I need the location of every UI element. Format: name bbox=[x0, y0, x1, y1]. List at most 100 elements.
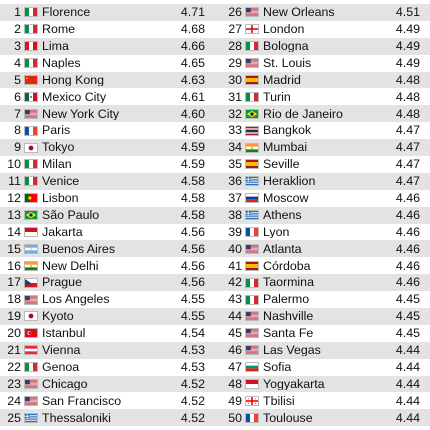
city-score: 4.52 bbox=[180, 393, 205, 408]
rank-number: 50 bbox=[228, 410, 242, 425]
rank-number: 16 bbox=[7, 258, 21, 273]
table-row: 39 Lyon 4.46 bbox=[215, 223, 430, 241]
table-row: 34 Mumbai 4.47 bbox=[215, 139, 430, 157]
city-score: 4.52 bbox=[180, 376, 205, 391]
brazil-flag-icon bbox=[245, 108, 259, 119]
brazil-flag-icon bbox=[24, 210, 38, 221]
table-row: 35 Seville 4.47 bbox=[215, 156, 430, 173]
city-score: 4.56 bbox=[180, 258, 205, 273]
city-score: 4.52 bbox=[180, 410, 205, 425]
table-row: 12 Lisbon 4.58 bbox=[0, 189, 215, 207]
table-row: 49 Tbilisi 4.44 bbox=[215, 392, 430, 410]
table-row: 6 Mexico City 4.61 bbox=[0, 88, 215, 106]
city-score: 4.54 bbox=[180, 326, 205, 341]
city-score: 4.65 bbox=[180, 55, 205, 70]
italy-flag-icon bbox=[245, 91, 259, 102]
rank-number: 34 bbox=[228, 140, 242, 155]
city-score: 4.68 bbox=[180, 22, 205, 37]
table-row: 42 Taormina 4.46 bbox=[215, 274, 430, 292]
table-row: 11 Venice 4.58 bbox=[0, 172, 215, 190]
india-flag-icon bbox=[24, 260, 38, 271]
city-name: Hong Kong bbox=[42, 73, 105, 87]
city-name: Nashville bbox=[263, 310, 314, 323]
city-name: San Francisco bbox=[42, 394, 122, 408]
table-row: 28 Bologna 4.49 bbox=[215, 37, 430, 55]
rank-number: 46 bbox=[228, 343, 242, 358]
table-row: 7 New York City 4.60 bbox=[0, 105, 215, 123]
city-score: 4.44 bbox=[395, 359, 420, 374]
table-row: 36 Heraklion 4.47 bbox=[215, 172, 430, 190]
city-name: Thessaloniki bbox=[42, 411, 111, 425]
table-row: 25 Thessaloniki 4.52 bbox=[0, 409, 215, 427]
czechia-flag-icon bbox=[24, 277, 38, 288]
rank-number: 4 bbox=[14, 55, 21, 70]
england-flag-icon bbox=[245, 24, 259, 35]
italy-flag-icon bbox=[245, 41, 259, 52]
rank-number: 14 bbox=[7, 224, 21, 239]
table-row: 16 New Delhi 4.56 bbox=[0, 257, 215, 275]
table-row: 18 Los Angeles 4.55 bbox=[0, 291, 215, 309]
city-name: Istanbul bbox=[42, 327, 86, 340]
city-name: Palermo bbox=[263, 293, 310, 306]
table-row: 3 Lima 4.66 bbox=[0, 37, 215, 55]
rank-number: 8 bbox=[14, 123, 21, 138]
austria-flag-icon bbox=[24, 345, 38, 356]
rank-number: 40 bbox=[228, 241, 242, 256]
turkey-flag-icon bbox=[24, 328, 38, 339]
rank-number: 30 bbox=[228, 72, 242, 87]
city-score: 4.49 bbox=[395, 22, 420, 37]
rank-number: 18 bbox=[7, 292, 21, 307]
rank-number: 48 bbox=[228, 376, 242, 391]
rank-number: 43 bbox=[228, 292, 242, 307]
city-name: Turin bbox=[263, 90, 291, 104]
rank-number: 32 bbox=[228, 106, 242, 121]
usa-flag-icon bbox=[245, 243, 259, 254]
ranking-column-right: 26 New Orleans 4.51 27 London 4.49 28 Bologna 4.… bbox=[215, 4, 430, 430]
rank-number: 47 bbox=[228, 359, 242, 374]
rank-number: 38 bbox=[228, 207, 242, 222]
rank-number: 36 bbox=[228, 174, 242, 189]
greece-flag-icon bbox=[245, 176, 259, 187]
table-row: 8 Paris 4.60 bbox=[0, 122, 215, 140]
rank-number: 17 bbox=[7, 275, 21, 290]
city-name: Toulouse bbox=[263, 411, 313, 425]
japan-flag-icon bbox=[24, 142, 38, 153]
table-row: 32 Rio de Janeiro 4.48 bbox=[215, 105, 430, 123]
table-row: 5 Hong Kong 4.63 bbox=[0, 71, 215, 89]
table-row: 30 Madrid 4.48 bbox=[215, 71, 430, 89]
city-score: 4.48 bbox=[395, 89, 420, 104]
table-row: 10 Milan 4.59 bbox=[0, 156, 215, 173]
city-name: Jakarta bbox=[42, 225, 83, 239]
city-score: 4.56 bbox=[180, 224, 205, 239]
city-name: Madrid bbox=[263, 73, 301, 87]
city-score: 4.48 bbox=[395, 106, 420, 121]
rank-number: 21 bbox=[7, 343, 21, 358]
table-row: 43 Palermo 4.45 bbox=[215, 291, 430, 309]
table-row: 27 London 4.49 bbox=[215, 20, 430, 38]
city-name: Rio de Janeiro bbox=[263, 107, 343, 120]
city-name: Prague bbox=[42, 276, 82, 289]
bulgaria-flag-icon bbox=[245, 362, 259, 373]
rank-number: 45 bbox=[228, 326, 242, 341]
table-row: 48 Yogyakarta 4.44 bbox=[215, 375, 430, 393]
france-flag-icon bbox=[245, 227, 259, 238]
mexico-flag-icon bbox=[24, 91, 38, 102]
rank-number: 15 bbox=[7, 241, 21, 256]
spain-flag-icon bbox=[245, 159, 259, 170]
city-score: 4.44 bbox=[395, 343, 420, 358]
usa-flag-icon bbox=[245, 58, 259, 69]
city-score: 4.47 bbox=[395, 123, 420, 138]
city-score: 4.63 bbox=[180, 72, 205, 87]
table-row: 9 Tokyo 4.59 bbox=[0, 139, 215, 157]
rank-number: 3 bbox=[14, 39, 21, 54]
city-score: 4.59 bbox=[180, 157, 205, 172]
city-name: Tbilisi bbox=[263, 394, 295, 408]
indonesia-flag-icon bbox=[24, 227, 38, 238]
table-row: 4 Naples 4.65 bbox=[0, 54, 215, 72]
city-score: 4.55 bbox=[180, 292, 205, 307]
city-score: 4.45 bbox=[395, 292, 420, 307]
city-score: 4.59 bbox=[180, 140, 205, 155]
usa-flag-icon bbox=[245, 345, 259, 356]
rank-number: 35 bbox=[228, 157, 242, 172]
usa-flag-icon bbox=[245, 7, 259, 18]
